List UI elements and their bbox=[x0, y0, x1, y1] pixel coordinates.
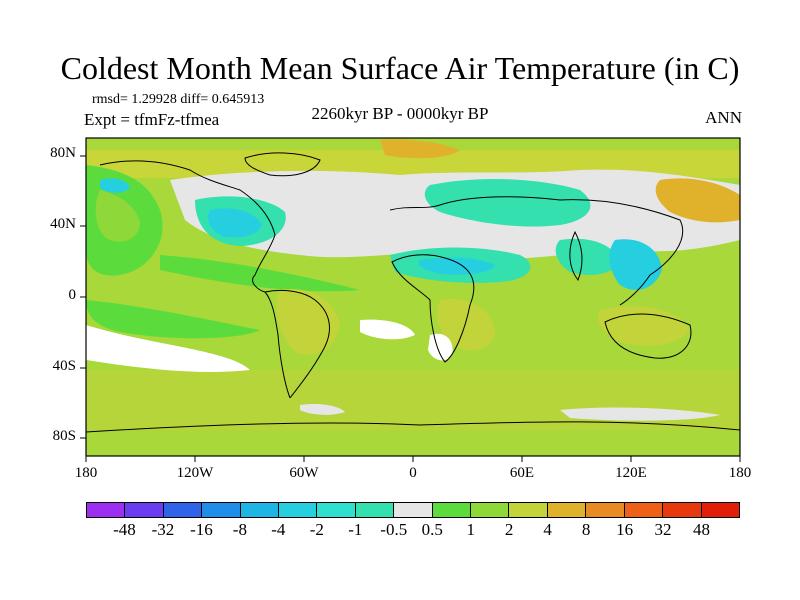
colorbar-label: -48 bbox=[113, 520, 136, 539]
spac-white bbox=[86, 325, 250, 372]
colorbar bbox=[86, 502, 740, 518]
coastlines bbox=[86, 152, 740, 433]
lat-tick-80s: 80S bbox=[52, 428, 76, 444]
colorbar-swatch bbox=[125, 503, 164, 517]
colorbar-label: -1 bbox=[348, 520, 363, 539]
africa-coast bbox=[391, 254, 475, 363]
colorbar-label: 16 bbox=[616, 520, 634, 539]
lat-tick-40s: 40S bbox=[52, 358, 76, 374]
colorbar-swatch bbox=[394, 503, 433, 517]
lon-tick-180e: 180 bbox=[728, 465, 752, 481]
colorbar-swatch bbox=[163, 503, 203, 517]
lat-tick-40n: 40N bbox=[50, 216, 76, 232]
greenland-coast bbox=[244, 152, 321, 177]
lon-tick-120w: 120W bbox=[176, 465, 214, 481]
period-label: 2260kyr BP - 0000kyr BP bbox=[311, 104, 489, 123]
alaska-cooling bbox=[100, 178, 130, 193]
colorbar-label: 1 bbox=[466, 520, 475, 539]
npac-yellowgreen bbox=[95, 190, 140, 242]
lon-tick-0: 0 bbox=[409, 465, 417, 481]
nw-pacific-warm bbox=[655, 178, 740, 223]
colorbar-label: -4 bbox=[271, 520, 286, 539]
namerica-cooling-core bbox=[208, 208, 262, 238]
experiment-label: Expt = tfmFz-tfmea bbox=[84, 110, 220, 129]
antarctic-neutral bbox=[560, 407, 720, 421]
sahara-cooling-core bbox=[418, 257, 495, 275]
colorbar-label: 0.5 bbox=[421, 520, 443, 539]
eurasia-coast bbox=[389, 196, 684, 306]
rmsd-diff-stats: rmsd= 1.29928 diff= 0.645913 bbox=[92, 92, 265, 107]
colorbar-swatch bbox=[240, 503, 280, 517]
colorbar-swatch bbox=[701, 503, 739, 517]
colorbar-label: 32 bbox=[654, 520, 672, 539]
colorbar-swatch bbox=[87, 503, 126, 517]
south-america-coast bbox=[264, 289, 330, 399]
trop-green bbox=[160, 255, 360, 292]
colorbar-swatch bbox=[202, 503, 241, 517]
lon-tick-120e: 120E bbox=[615, 465, 647, 481]
lon-tick-180w: 180 bbox=[74, 465, 98, 481]
arctic-warm bbox=[380, 139, 460, 159]
colorbar-swatch bbox=[279, 503, 318, 517]
colorbar-label: 4 bbox=[543, 520, 552, 539]
colorbar-label: -0.5 bbox=[380, 520, 408, 539]
colorbar-label: 2 bbox=[504, 520, 514, 539]
colorbar-swatch bbox=[663, 503, 702, 517]
colorbar-swatch bbox=[509, 503, 548, 517]
weddell-neutral bbox=[300, 403, 345, 415]
lat-tick-80n: 80N bbox=[50, 145, 76, 161]
colorbar-swatch bbox=[624, 503, 664, 517]
season-label: ANN bbox=[705, 108, 742, 127]
australia-coast bbox=[604, 313, 692, 359]
colorbar-label: -32 bbox=[151, 520, 175, 539]
chart-title: Coldest Month Mean Surface Air Temperatu… bbox=[60, 50, 740, 86]
colorbar-swatch bbox=[317, 503, 356, 517]
safrica-white bbox=[428, 333, 453, 361]
colorbar-label: 8 bbox=[581, 520, 591, 539]
southern-band bbox=[86, 370, 740, 430]
lon-tick-60e: 60E bbox=[509, 465, 535, 481]
lon-tick-60w: 60W bbox=[289, 465, 319, 481]
antarctica-coast bbox=[86, 421, 740, 433]
colorbar-label: -8 bbox=[232, 520, 247, 539]
colorbar-label: 48 bbox=[693, 520, 711, 539]
eurasia-cooling bbox=[424, 178, 591, 227]
temperature-field bbox=[86, 138, 740, 456]
lat-tick-0: 0 bbox=[68, 287, 77, 303]
south-america-west bbox=[264, 291, 291, 399]
satl-white bbox=[360, 319, 415, 340]
india-cooling bbox=[555, 238, 620, 275]
north-america-coast bbox=[99, 160, 276, 293]
colorbar-swatch bbox=[471, 503, 510, 517]
india-coast bbox=[569, 230, 583, 281]
samerica-warm bbox=[276, 289, 340, 355]
spac-green bbox=[86, 300, 260, 339]
colorbar-swatch bbox=[586, 503, 625, 517]
axis-ticks bbox=[80, 155, 741, 462]
colorbar-swatch bbox=[355, 503, 395, 517]
colorbar-label: -16 bbox=[190, 520, 213, 539]
colorbar-swatch bbox=[432, 503, 472, 517]
colorbar-label: -2 bbox=[309, 520, 324, 539]
colorbar-swatch bbox=[547, 503, 587, 517]
africa-warm bbox=[436, 299, 495, 351]
